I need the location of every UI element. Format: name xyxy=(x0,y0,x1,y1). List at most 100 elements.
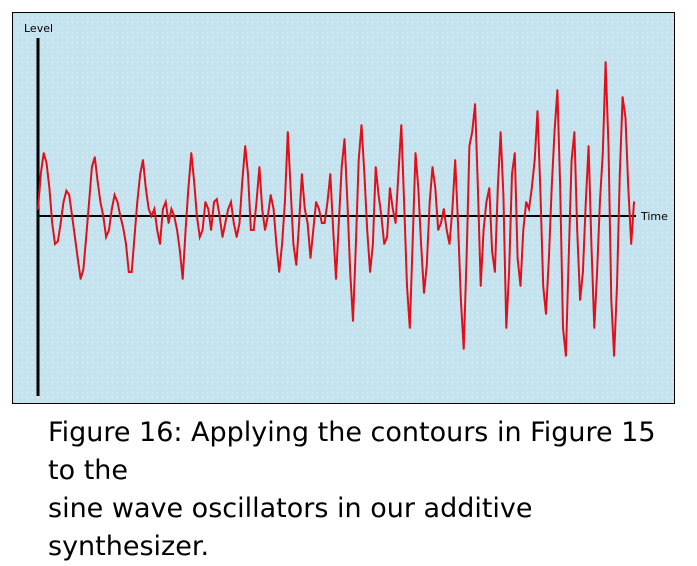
data-point-145 xyxy=(448,243,451,245)
data-point-183 xyxy=(556,89,559,91)
data-point-126 xyxy=(394,222,397,224)
figure: Level Time Figure 16: Applying the conto… xyxy=(12,12,675,562)
data-point-63 xyxy=(215,198,218,201)
data-point-1 xyxy=(39,173,42,175)
data-point-86 xyxy=(281,243,283,245)
data-point-109 xyxy=(346,201,349,203)
data-point-103 xyxy=(329,173,332,175)
data-point-106 xyxy=(337,222,340,224)
data-point-195 xyxy=(590,243,593,245)
data-point-100 xyxy=(320,222,323,224)
data-point-107 xyxy=(340,166,343,168)
data-point-151 xyxy=(465,257,468,259)
data-point-175 xyxy=(533,159,536,161)
data-point-102 xyxy=(326,201,329,203)
data-point-161 xyxy=(494,271,496,273)
chart: Level Time xyxy=(12,12,675,404)
data-point-131 xyxy=(408,327,411,329)
data-point-42 xyxy=(156,229,159,231)
data-point-64 xyxy=(218,215,221,217)
data-point-160 xyxy=(491,250,493,252)
data-point-112 xyxy=(355,243,357,245)
data-point-93 xyxy=(301,173,303,175)
data-point-84 xyxy=(275,243,278,245)
data-point-157 xyxy=(482,229,485,231)
data-point-125 xyxy=(391,208,394,210)
data-point-27 xyxy=(113,194,116,196)
data-point-32 xyxy=(127,271,130,273)
data-point-94 xyxy=(303,208,306,210)
data-point-136 xyxy=(423,292,425,294)
data-point-14 xyxy=(76,257,79,259)
data-point-21 xyxy=(96,180,99,182)
data-point-204 xyxy=(616,285,618,287)
data-point-197 xyxy=(596,271,598,273)
data-point-0 xyxy=(37,208,39,210)
data-point-85 xyxy=(278,271,281,273)
data-point-146 xyxy=(451,208,454,210)
data-point-155 xyxy=(477,187,479,189)
data-point-9 xyxy=(62,201,65,203)
data-point-2 xyxy=(42,152,45,154)
data-point-50 xyxy=(179,250,181,252)
data-point-30 xyxy=(122,226,124,229)
data-point-72 xyxy=(241,180,244,182)
data-point-156 xyxy=(479,285,482,287)
data-point-19 xyxy=(91,166,93,168)
data-point-65 xyxy=(221,236,224,238)
data-point-116 xyxy=(366,229,369,231)
data-point-129 xyxy=(403,201,405,203)
data-point-132 xyxy=(411,243,414,245)
data-point-141 xyxy=(437,229,440,231)
data-point-13 xyxy=(74,236,76,238)
data-point-189 xyxy=(573,131,576,133)
data-point-191 xyxy=(579,299,581,301)
plot-frame xyxy=(12,12,675,404)
data-point-133 xyxy=(414,152,417,154)
data-point-89 xyxy=(289,187,292,189)
data-point-142 xyxy=(440,222,442,224)
data-point-153 xyxy=(471,131,474,133)
data-point-99 xyxy=(318,208,320,210)
data-point-24 xyxy=(105,236,107,238)
data-point-110 xyxy=(349,271,352,273)
data-point-111 xyxy=(352,320,354,322)
data-point-139 xyxy=(431,166,434,168)
data-point-22 xyxy=(99,201,102,203)
data-point-159 xyxy=(488,187,491,189)
data-point-140 xyxy=(434,187,437,189)
data-point-208 xyxy=(627,187,630,189)
data-point-178 xyxy=(542,285,545,287)
data-point-47 xyxy=(170,208,173,210)
data-point-207 xyxy=(624,117,627,119)
data-point-20 xyxy=(93,156,96,159)
data-point-180 xyxy=(548,257,550,259)
data-point-33 xyxy=(130,271,133,273)
series-points xyxy=(37,61,635,357)
data-point-79 xyxy=(261,208,264,210)
data-point-76 xyxy=(252,229,255,231)
data-point-101 xyxy=(323,222,326,224)
data-point-202 xyxy=(610,299,613,301)
data-point-194 xyxy=(587,145,590,147)
data-point-69 xyxy=(232,222,235,224)
data-point-147 xyxy=(454,159,457,161)
data-point-59 xyxy=(204,201,207,203)
data-point-169 xyxy=(516,257,519,259)
data-point-200 xyxy=(604,61,607,63)
data-point-144 xyxy=(445,229,448,231)
data-point-192 xyxy=(582,271,584,273)
data-point-29 xyxy=(119,215,122,217)
data-point-128 xyxy=(400,124,403,126)
data-point-83 xyxy=(272,208,275,210)
data-point-104 xyxy=(332,229,335,231)
data-point-54 xyxy=(190,152,193,154)
data-point-173 xyxy=(528,208,530,210)
data-point-114 xyxy=(360,124,363,126)
data-point-96 xyxy=(309,257,312,259)
data-point-185 xyxy=(562,327,564,329)
data-point-58 xyxy=(201,229,204,231)
data-point-199 xyxy=(601,152,604,154)
data-point-182 xyxy=(553,131,556,133)
data-point-205 xyxy=(618,173,621,175)
